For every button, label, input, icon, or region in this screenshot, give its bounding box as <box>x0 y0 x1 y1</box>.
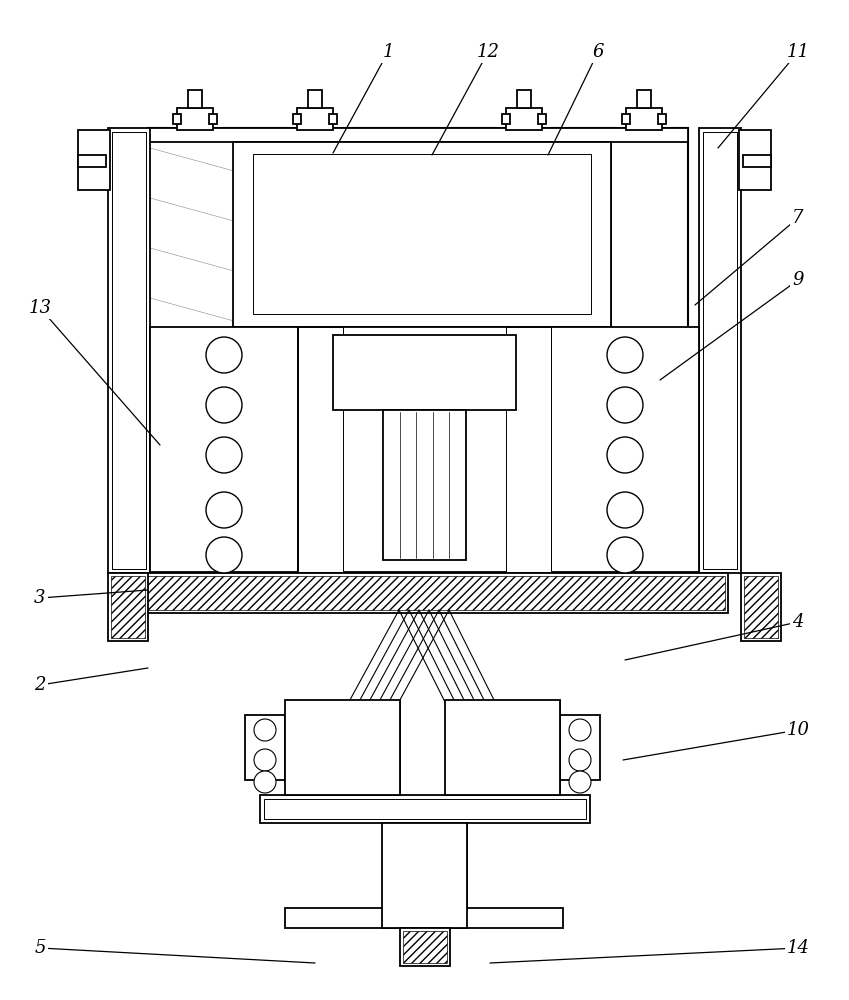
Circle shape <box>206 437 242 473</box>
Bar <box>177 108 213 130</box>
Bar <box>233 142 611 327</box>
Bar <box>112 132 146 569</box>
Bar <box>121 576 725 610</box>
Bar <box>297 108 333 130</box>
Bar <box>551 327 699 572</box>
Bar <box>118 573 728 613</box>
Circle shape <box>607 437 643 473</box>
Bar <box>382 823 467 928</box>
Bar <box>403 931 447 963</box>
Bar <box>253 154 591 314</box>
Bar <box>506 327 551 572</box>
Circle shape <box>206 492 242 528</box>
Bar <box>329 114 337 124</box>
Circle shape <box>254 719 276 741</box>
Bar <box>400 928 450 966</box>
Bar <box>264 799 586 819</box>
Text: 2: 2 <box>34 676 46 694</box>
Bar <box>445 700 560 795</box>
Text: 3: 3 <box>34 589 46 607</box>
Bar <box>78 130 110 190</box>
Bar <box>703 132 737 569</box>
Circle shape <box>569 771 591 793</box>
Text: 7: 7 <box>792 209 804 227</box>
Circle shape <box>206 337 242 373</box>
Bar <box>148 128 688 142</box>
Text: 13: 13 <box>29 299 52 317</box>
Circle shape <box>607 492 643 528</box>
Circle shape <box>607 337 643 373</box>
Circle shape <box>254 771 276 793</box>
Bar <box>233 142 611 327</box>
Bar <box>298 327 343 572</box>
Bar <box>112 132 146 569</box>
Bar <box>703 132 737 569</box>
Circle shape <box>254 749 276 771</box>
Bar <box>622 114 630 124</box>
Bar <box>551 327 699 572</box>
Bar <box>285 700 400 795</box>
Text: 10: 10 <box>786 721 809 739</box>
Text: 14: 14 <box>786 939 809 957</box>
Bar <box>308 90 322 108</box>
Bar <box>383 410 466 560</box>
Circle shape <box>569 749 591 771</box>
Bar <box>150 327 298 572</box>
Bar <box>285 908 563 928</box>
Bar <box>245 715 285 780</box>
Bar <box>517 90 531 108</box>
Circle shape <box>607 387 643 423</box>
Text: 12: 12 <box>476 43 499 61</box>
Bar <box>538 114 546 124</box>
Circle shape <box>607 537 643 573</box>
Bar <box>743 155 771 167</box>
Text: 6: 6 <box>593 43 604 61</box>
Bar <box>739 130 771 190</box>
Bar <box>445 700 560 795</box>
Text: 11: 11 <box>786 43 809 61</box>
Bar <box>637 90 651 108</box>
Text: 9: 9 <box>792 271 804 289</box>
Bar <box>111 576 145 638</box>
Circle shape <box>206 387 242 423</box>
Bar <box>173 114 181 124</box>
Bar <box>108 573 148 641</box>
Bar <box>148 128 688 573</box>
Bar <box>382 823 467 928</box>
Bar <box>188 90 202 108</box>
Text: 5: 5 <box>34 939 46 957</box>
Bar <box>333 335 516 410</box>
Text: 4: 4 <box>792 613 804 631</box>
Bar <box>506 108 542 130</box>
Bar <box>108 128 150 573</box>
Text: 1: 1 <box>382 43 394 61</box>
Bar <box>658 114 666 124</box>
Bar <box>626 108 662 130</box>
Bar <box>298 327 551 572</box>
Bar <box>78 155 106 167</box>
Bar <box>560 715 600 780</box>
Bar <box>293 114 301 124</box>
Bar <box>150 327 298 572</box>
Circle shape <box>206 537 242 573</box>
Bar <box>741 573 781 641</box>
Bar <box>209 114 217 124</box>
Bar <box>502 114 510 124</box>
Circle shape <box>569 719 591 741</box>
Bar <box>744 576 778 638</box>
Bar <box>285 700 400 795</box>
Bar <box>699 128 741 573</box>
Bar <box>260 795 590 823</box>
